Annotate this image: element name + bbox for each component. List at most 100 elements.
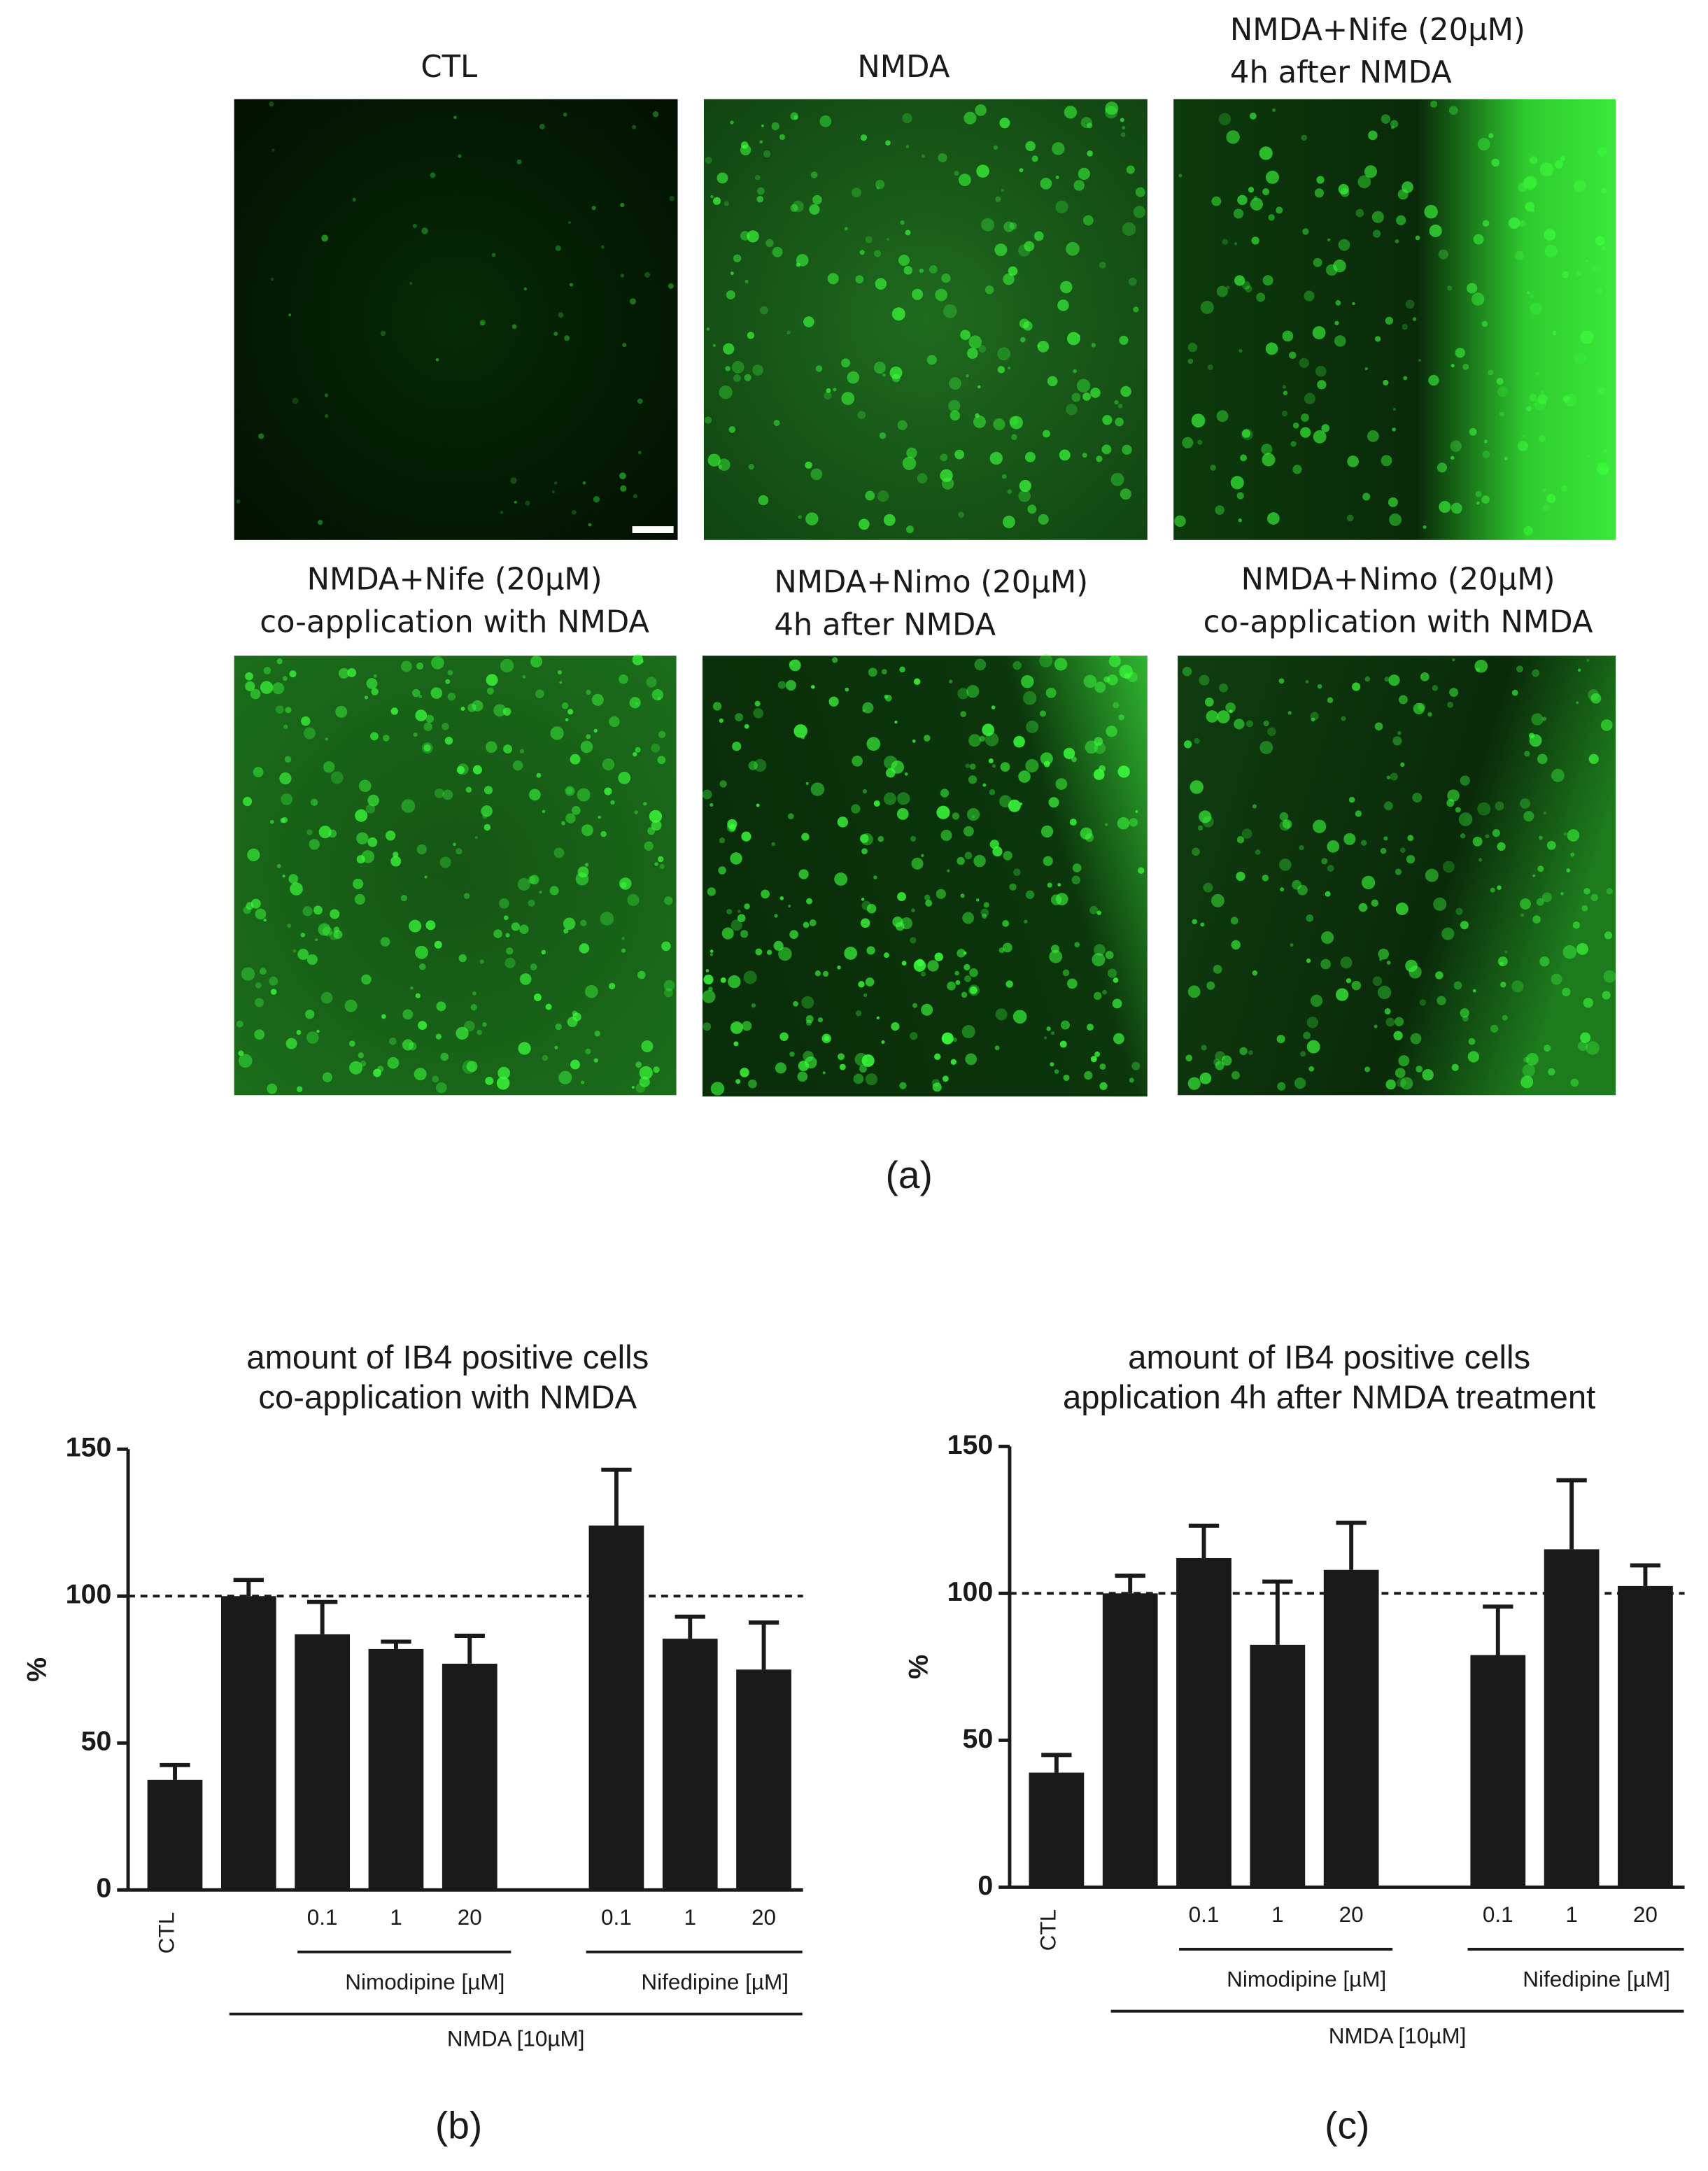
cell [638,451,642,455]
cell [899,666,905,673]
cell [570,754,581,765]
cell [1446,799,1455,807]
cell [979,735,986,742]
cell [1335,988,1349,1001]
cell [833,388,837,392]
cell [1113,1033,1124,1045]
cell [322,926,333,937]
cell [1241,429,1251,438]
cell [1447,285,1453,291]
cell [1236,871,1245,882]
cell [1497,842,1506,851]
cell [775,1062,786,1074]
cell [1300,1051,1306,1057]
cell [1087,122,1093,129]
cell [1105,951,1114,960]
cell [1455,907,1463,915]
cell [1002,920,1010,927]
cell [748,464,754,470]
cell [1333,259,1346,273]
cell [1187,358,1194,365]
cell [891,1021,900,1031]
cell [712,702,722,711]
x-tick-label: CTL [153,1912,178,1953]
cell [801,833,810,841]
cell [1091,343,1096,348]
cell [847,371,860,384]
cell [966,348,978,359]
cell [1009,222,1017,230]
cell [554,1045,558,1049]
cell [435,1033,442,1040]
cell [1418,359,1422,362]
cell [1066,332,1080,346]
cell [919,268,924,274]
cell [773,420,780,426]
cell [1472,836,1483,847]
cell [1133,206,1146,218]
cell [1055,200,1068,213]
cell [949,679,953,684]
cell [511,324,517,330]
cell [952,812,960,820]
cell [748,761,758,770]
cell [1447,789,1460,802]
cell [1013,868,1021,877]
cell [740,141,749,149]
cell [631,1085,635,1089]
cell [862,702,874,714]
cell [737,910,741,913]
cell [853,1073,864,1084]
cell [1082,452,1087,458]
cell [851,188,861,198]
cell [1021,674,1034,688]
cell [370,732,379,741]
cell [1396,215,1406,225]
cell [718,866,726,875]
cell [463,1020,475,1032]
cell [1520,1075,1534,1089]
cell [306,1031,319,1044]
cell [805,1019,812,1026]
cell [1548,1068,1555,1076]
cell [1357,175,1371,189]
cell [1562,987,1571,997]
cell [1241,428,1253,441]
cell [1122,126,1126,130]
cell [957,688,969,700]
cell [1221,1055,1232,1066]
cell [1129,1077,1134,1083]
cell [839,1063,846,1070]
cell [593,1058,598,1063]
cell [868,667,877,677]
cell [1576,701,1579,705]
bar [1176,1557,1231,1888]
cell [1419,999,1426,1006]
cell [1362,493,1371,501]
cell [710,949,714,953]
cell [1448,106,1458,115]
cell [905,525,914,534]
cell [436,1001,446,1012]
cell [523,287,528,291]
cell [557,670,563,675]
cell [1048,797,1059,808]
cell [254,998,264,1007]
error-bar [1188,1523,1220,1558]
cell [844,227,848,231]
cell [997,347,1011,361]
cell [236,500,241,504]
cell [1603,448,1607,453]
cell [993,145,998,150]
cell [873,361,887,374]
cell [1526,1053,1539,1066]
cell [1551,973,1562,985]
cell [1135,187,1145,197]
cell [575,872,589,886]
cell [882,373,886,377]
cell [1057,883,1061,887]
cell [1415,235,1420,241]
cell [1101,444,1112,455]
cell [965,763,971,768]
cell [444,737,453,745]
